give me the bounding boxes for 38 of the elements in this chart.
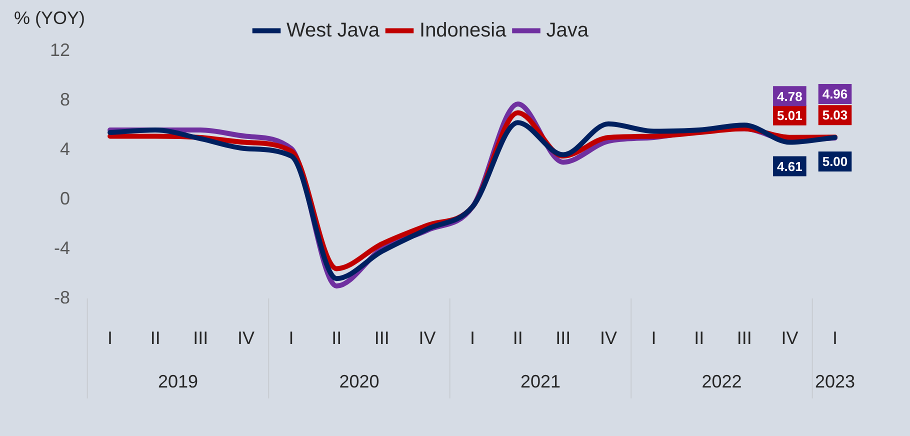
data-label: 4.96 xyxy=(822,86,848,102)
x-tick-label: III xyxy=(193,328,208,348)
text: 2022 xyxy=(702,371,742,392)
x-tick-label: III xyxy=(374,328,390,348)
text: 2021 xyxy=(520,371,560,392)
x-tick-label: I xyxy=(108,328,113,348)
x-tick-label: IV xyxy=(237,328,254,348)
x-tick-label: I xyxy=(470,328,476,348)
y-tick-label: 12 xyxy=(50,40,70,60)
x-tick-label: II xyxy=(512,328,523,348)
x-tick-label: I xyxy=(651,328,656,348)
data-label: 5.03 xyxy=(822,108,848,123)
y-axis-title: % (YOY) xyxy=(14,8,86,28)
data-label: 4.61 xyxy=(777,158,802,174)
legend-label: West Java xyxy=(286,19,380,42)
y-tick-label: 8 xyxy=(60,89,70,110)
text: 2020 xyxy=(339,371,380,392)
y-tick-label: -4 xyxy=(54,238,70,258)
legend-label: Indonesia xyxy=(420,19,508,42)
data-label: 5.01 xyxy=(777,108,802,123)
x-tick-label: III xyxy=(736,328,752,348)
x-tick-label: II xyxy=(150,328,160,348)
x-tick-label: III xyxy=(556,328,571,348)
x-tick-label: II xyxy=(694,328,704,348)
x-tick-label: IV xyxy=(418,328,436,348)
y-tick-label: -8 xyxy=(54,287,70,308)
x-tick-label: I xyxy=(288,328,294,348)
text: 2019 xyxy=(158,371,198,392)
data-label: 4.78 xyxy=(777,88,802,104)
x-tick-label: II xyxy=(332,328,342,348)
y-tick-label: 4 xyxy=(60,138,70,159)
legend-label: Java xyxy=(546,19,590,42)
x-tick-label: I xyxy=(832,328,838,348)
x-tick-label: IV xyxy=(781,328,798,348)
y-tick-label: 0 xyxy=(60,188,70,208)
text: 2023 xyxy=(814,371,856,392)
x-tick-label: IV xyxy=(600,328,617,348)
data-label: 5.00 xyxy=(822,154,848,170)
